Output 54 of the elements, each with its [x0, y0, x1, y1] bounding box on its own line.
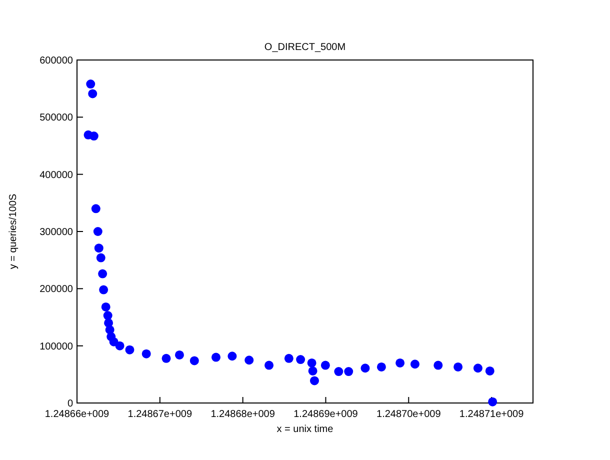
point: [320, 360, 330, 370]
x-tick-label: 1.24870e+009: [376, 409, 442, 420]
point: [308, 366, 318, 376]
y-tick-label: 200000: [40, 284, 74, 296]
x-tick-label: 1.24869e+009: [294, 409, 358, 420]
point: [89, 132, 98, 141]
point: [376, 362, 386, 372]
y-tick-label: 0: [67, 398, 74, 410]
point: [396, 358, 405, 368]
x-tick-label: 1.24868e+009: [210, 409, 276, 420]
y-tick-label: 400000: [40, 170, 74, 181]
point: [125, 345, 134, 354]
point: [454, 362, 463, 372]
point: [98, 269, 108, 278]
point: [334, 367, 344, 376]
point: [434, 360, 443, 370]
x-tick-label: 1.24866e+009: [44, 409, 110, 420]
point: [344, 367, 354, 376]
y-axis-title: y = queries/100S: [8, 194, 19, 270]
point: [94, 244, 104, 253]
point: [485, 366, 494, 376]
x-tick-label: 1.24871e+009: [459, 409, 524, 420]
point: [91, 204, 100, 214]
point: [244, 356, 254, 365]
point: [103, 311, 112, 320]
point: [284, 354, 294, 363]
y-tick-label: 600000: [40, 56, 74, 66]
point: [228, 352, 237, 361]
point: [88, 89, 98, 98]
point: [307, 358, 316, 368]
point: [101, 302, 110, 312]
point: [211, 352, 220, 362]
point: [86, 80, 96, 89]
point: [488, 397, 498, 406]
x-tick-label: 1.24867e+009: [128, 409, 192, 420]
y-tick-label: 300000: [40, 227, 74, 238]
point: [296, 355, 306, 364]
point: [162, 354, 171, 363]
y-tick-label: 500000: [40, 112, 74, 124]
point: [115, 341, 124, 350]
point: [310, 376, 319, 386]
point: [410, 360, 420, 369]
point: [190, 356, 199, 366]
point: [99, 285, 108, 294]
point: [96, 253, 106, 262]
point: [93, 227, 102, 236]
point: [473, 364, 482, 373]
chart-title: O_DIRECT_500M: [264, 42, 346, 53]
point: [264, 360, 274, 370]
point: [142, 349, 151, 358]
y-tick-label: 100000: [40, 341, 74, 352]
point: [360, 364, 370, 373]
point: [174, 350, 184, 360]
x-axis-title: x = unix time: [276, 424, 334, 435]
